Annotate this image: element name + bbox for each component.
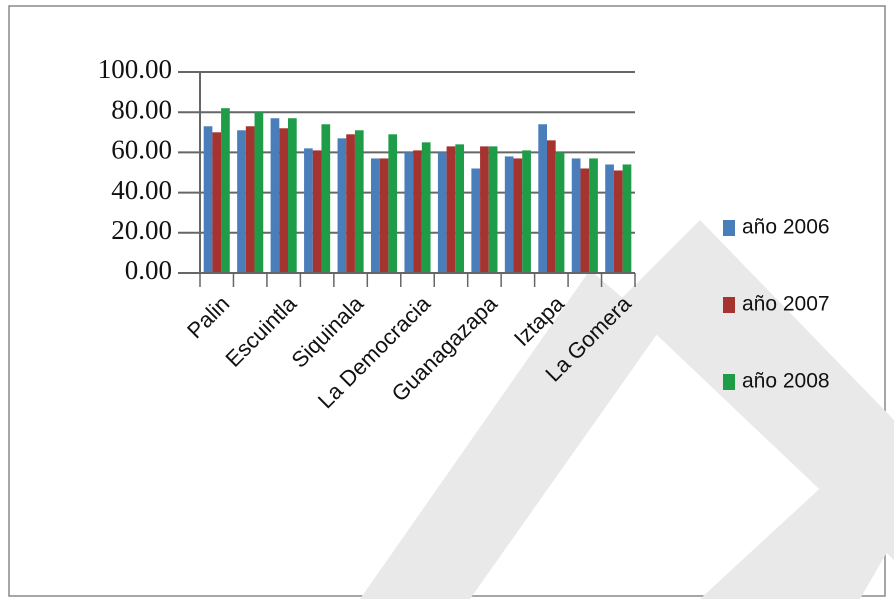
bar	[513, 158, 523, 273]
bar	[312, 150, 322, 273]
bar	[622, 164, 632, 273]
bar	[237, 130, 246, 273]
bar	[404, 152, 414, 273]
bar	[279, 128, 289, 273]
y-tick-label: 100.00	[98, 54, 172, 84]
bar	[471, 168, 481, 273]
bar	[455, 144, 465, 273]
bar	[203, 126, 213, 274]
bar	[321, 124, 331, 273]
bar	[388, 134, 398, 273]
bar	[254, 112, 264, 273]
bar	[488, 146, 498, 273]
legend-swatch	[723, 374, 735, 390]
bar	[270, 118, 280, 273]
y-tick-label: 60.00	[111, 135, 172, 165]
watermark-stroke	[360, 270, 660, 599]
bar	[605, 164, 614, 273]
watermark-stroke	[620, 220, 894, 560]
bar	[504, 156, 514, 273]
bar	[413, 150, 422, 273]
bar	[437, 152, 447, 273]
bar	[421, 142, 431, 273]
bar	[221, 108, 230, 274]
bar	[446, 146, 456, 273]
bar	[288, 118, 297, 273]
y-tick-label: 80.00	[111, 94, 172, 124]
bar	[370, 158, 380, 273]
bar	[304, 148, 313, 273]
legend-label: año 2008	[742, 370, 830, 393]
watermark-stroke	[700, 420, 894, 599]
y-tick-label: 0.00	[125, 255, 172, 285]
legend-swatch	[723, 220, 735, 236]
legend-label: año 2007	[742, 293, 830, 316]
bar	[555, 152, 565, 273]
bar	[354, 130, 364, 273]
y-tick-label: 40.00	[111, 175, 172, 205]
bar	[571, 158, 581, 273]
bar	[580, 168, 590, 273]
bar	[480, 146, 489, 273]
bar	[379, 158, 389, 273]
bar	[245, 126, 255, 274]
legend-label: año 2006	[742, 216, 830, 239]
bar	[212, 132, 222, 273]
bar	[589, 158, 598, 273]
bar	[346, 134, 355, 273]
bar	[337, 138, 347, 273]
bar	[538, 124, 547, 273]
y-tick-label: 20.00	[111, 215, 172, 245]
legend-swatch	[723, 297, 735, 313]
bar	[546, 140, 556, 273]
bar	[522, 150, 531, 273]
watermark	[360, 220, 894, 599]
bar	[613, 170, 623, 273]
